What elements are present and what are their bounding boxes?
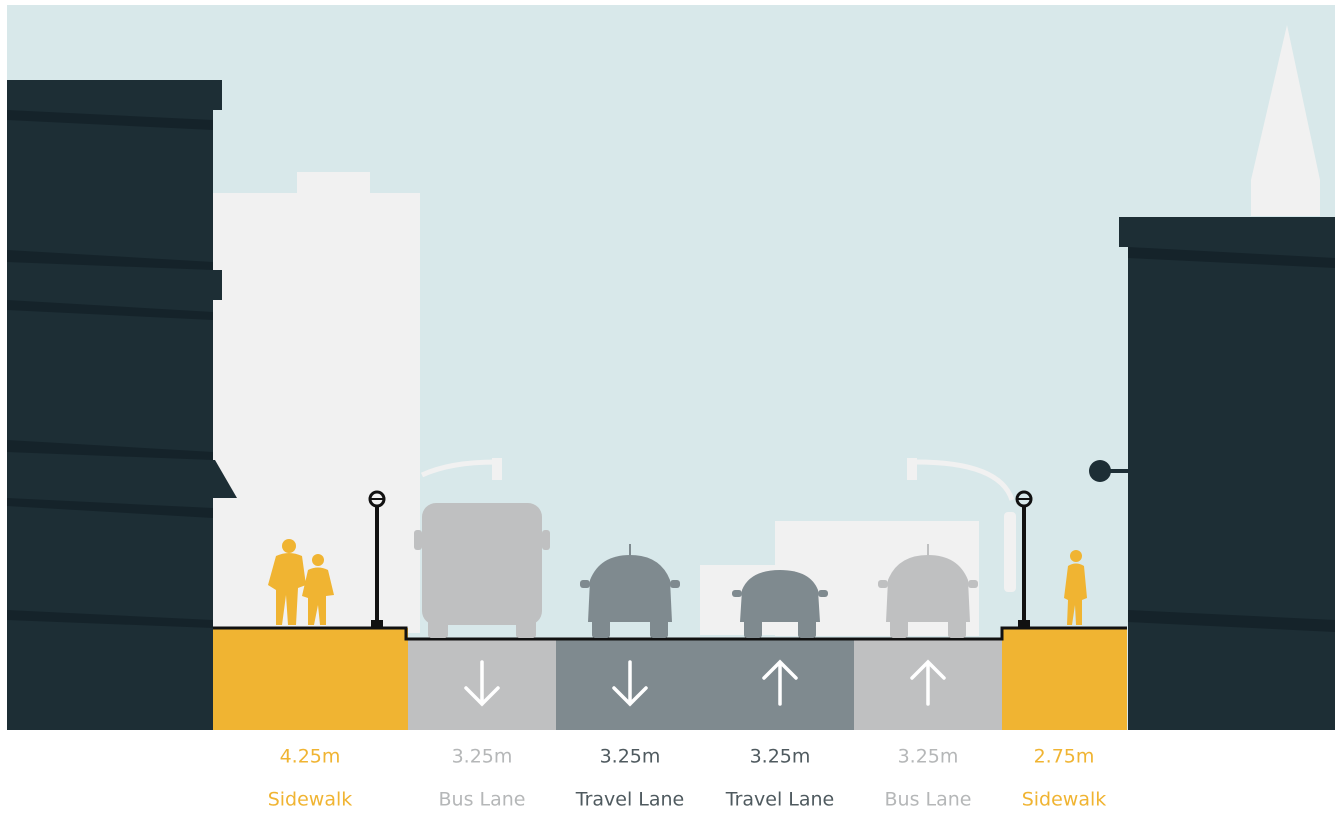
right-building xyxy=(1089,217,1335,730)
segment-width: 3.25m xyxy=(750,746,811,768)
signals xyxy=(420,459,1015,501)
segment-name: Travel Lane xyxy=(575,789,684,811)
segment-name: Travel Lane xyxy=(725,789,834,811)
bus xyxy=(414,503,550,638)
left-building xyxy=(7,80,237,730)
sidewalk-surface xyxy=(213,628,408,730)
segment-name: Bus Lane xyxy=(885,789,972,811)
segment-labels: 4.25m Sidewalk 3.25m Bus Lane 3.25m Travel La… xyxy=(268,746,1107,811)
street-lamp xyxy=(1015,490,1033,628)
segment-name: Bus Lane xyxy=(439,789,526,811)
sidewalk-surface xyxy=(1002,628,1127,730)
car xyxy=(732,570,828,638)
car xyxy=(878,544,978,638)
direction-arrows xyxy=(464,659,946,707)
segment-width: 3.25m xyxy=(600,746,661,768)
segment-width: 3.25m xyxy=(898,746,959,768)
segment-name: Sidewalk xyxy=(268,789,353,811)
travel-lane-surface xyxy=(556,640,854,730)
signal-head xyxy=(492,458,502,480)
segment-width: 4.25m xyxy=(280,746,341,768)
street-lamp xyxy=(368,490,386,628)
segment-name: Sidewalk xyxy=(1022,789,1107,811)
pedestrians xyxy=(268,539,1087,625)
segment-width: 3.25m xyxy=(452,746,513,768)
segment-width: 2.75m xyxy=(1034,746,1095,768)
signal-post xyxy=(1004,512,1016,592)
signal-head xyxy=(907,458,917,480)
car xyxy=(580,544,680,638)
